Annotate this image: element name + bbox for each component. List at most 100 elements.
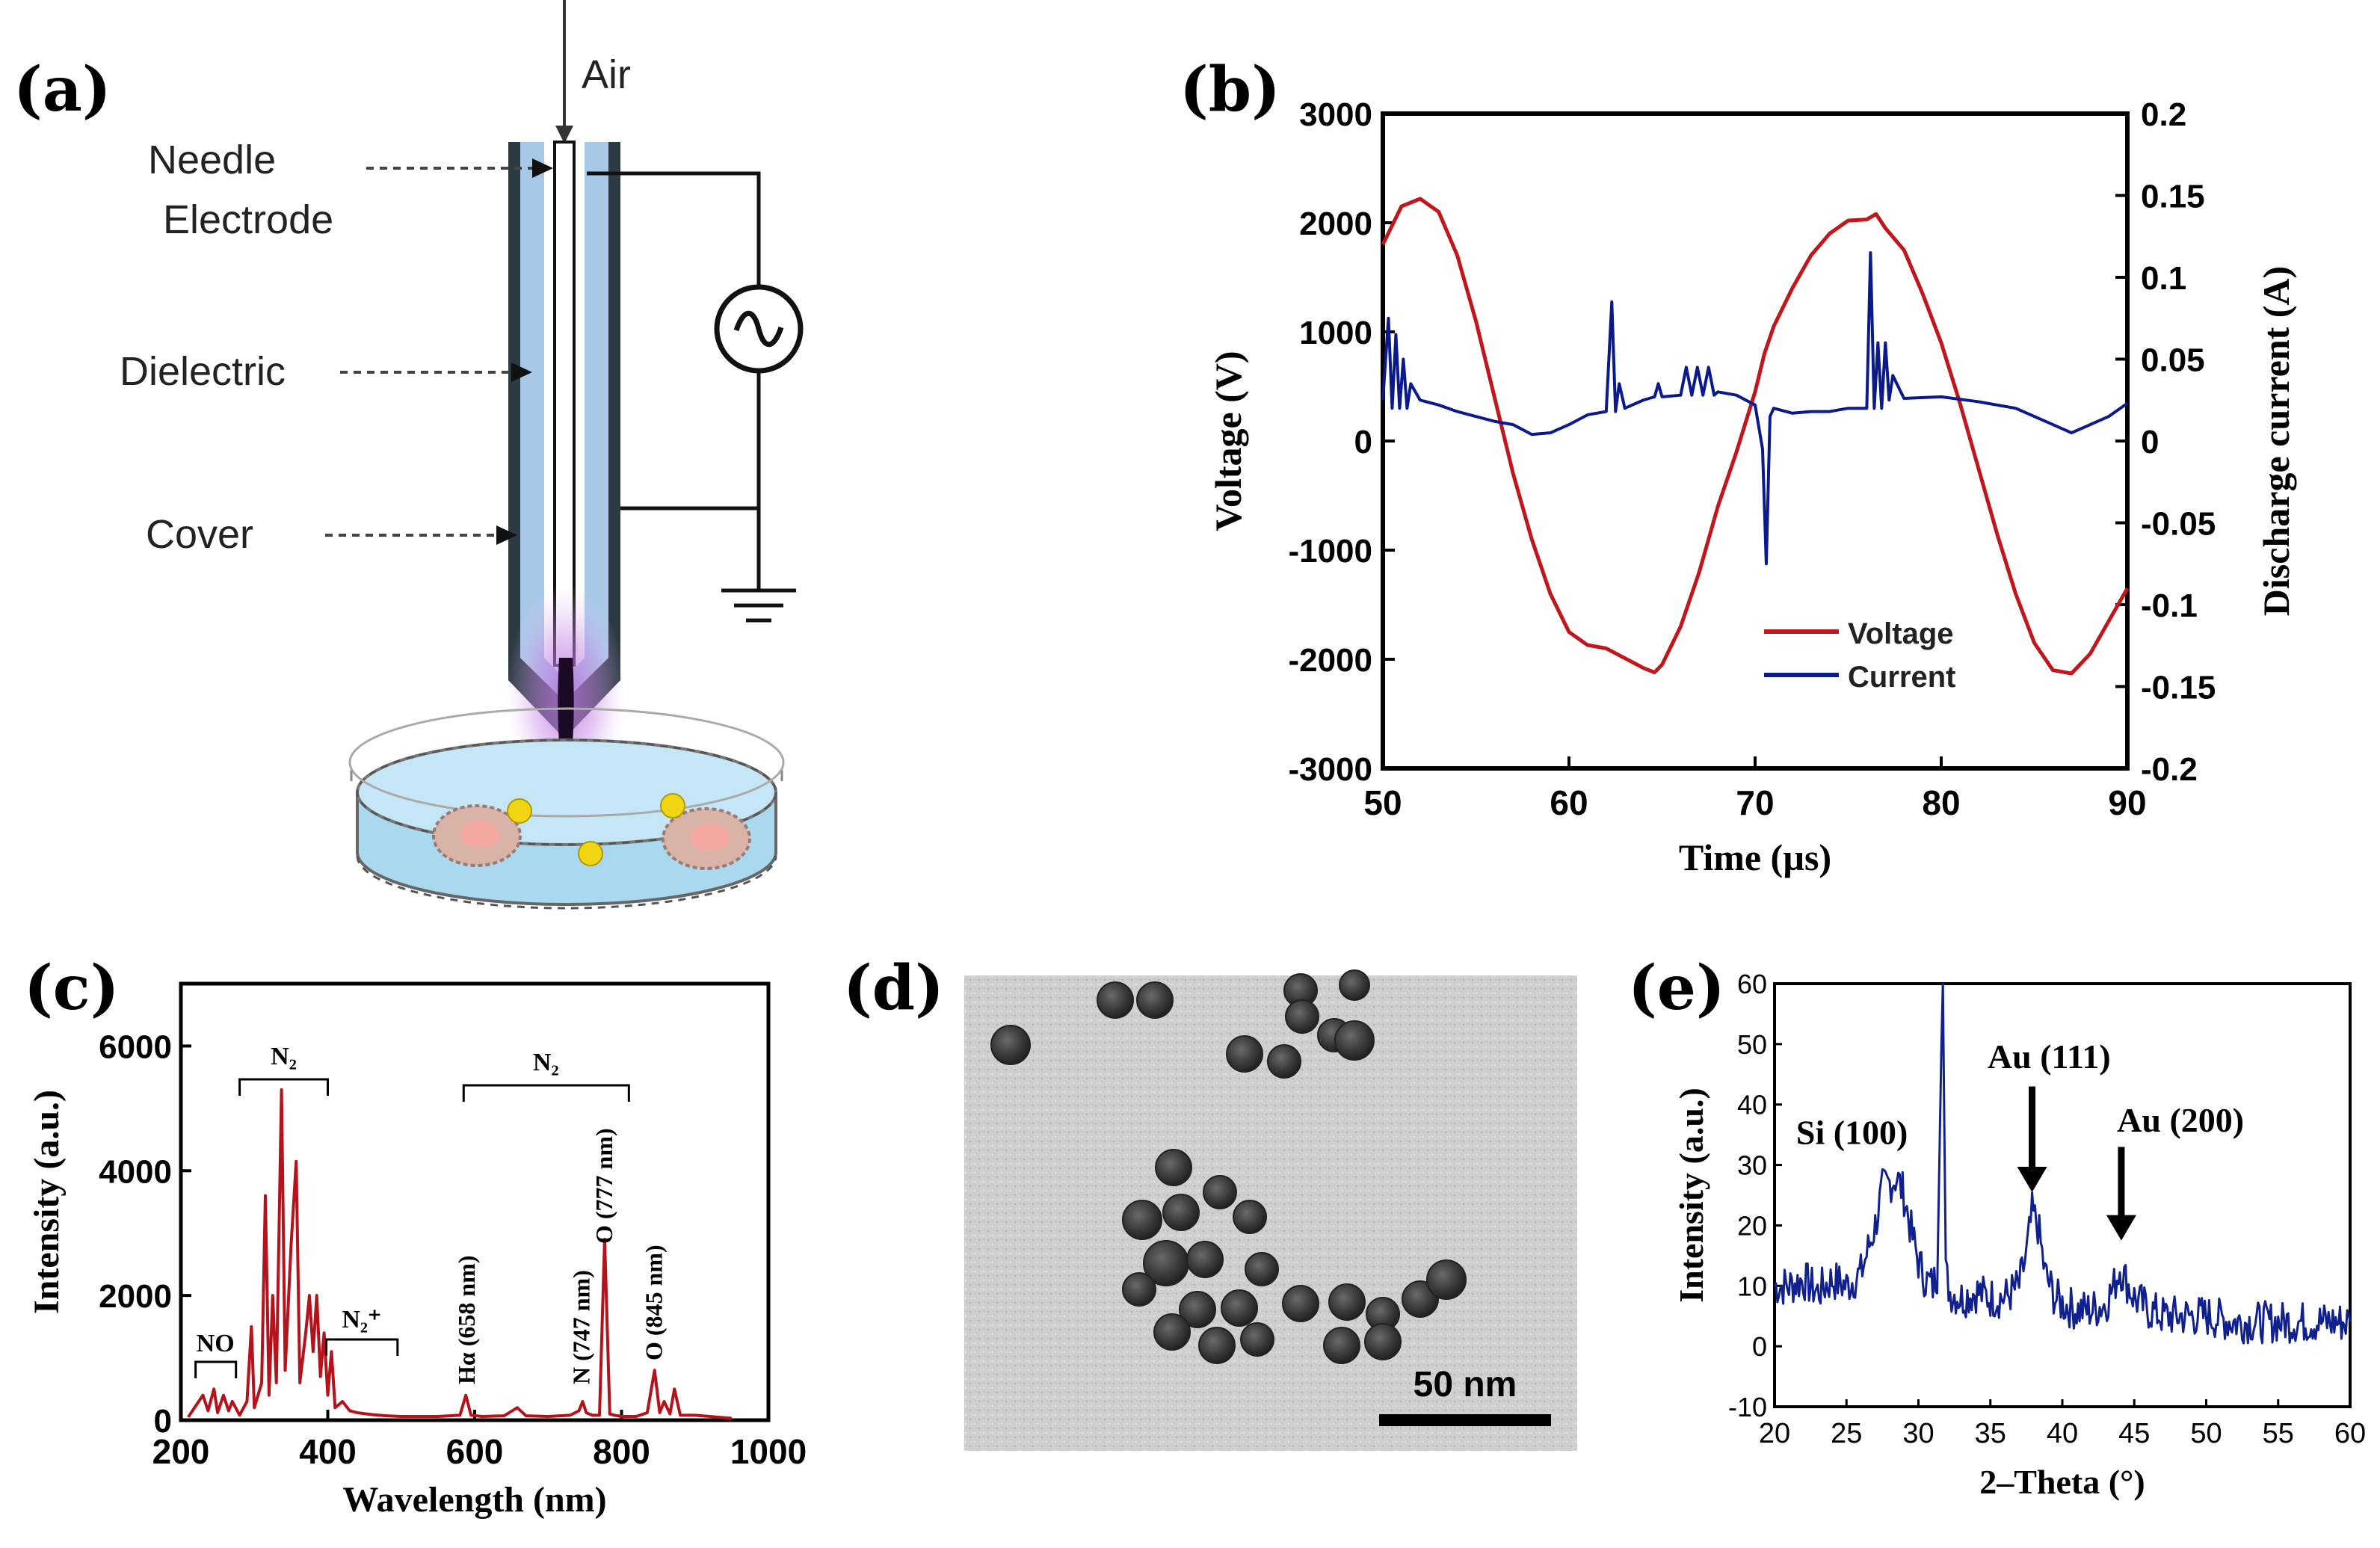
needle-arrow-icon: [532, 158, 553, 178]
panel-d-label: (d): [843, 952, 944, 1024]
air-arrow-icon: [555, 126, 573, 144]
annotation-au-111: Au (111): [1988, 1037, 2111, 1076]
y-tick-label: 10: [1737, 1271, 1767, 1301]
y2-tick-label: 0: [2141, 424, 2159, 460]
plot-frame-b: [1381, 111, 2130, 771]
y-tick-label: 6000: [99, 1029, 172, 1065]
y-tick-label: 4000: [99, 1153, 172, 1190]
cover-arrow-icon: [496, 525, 517, 545]
gold-nanoparticle-icon: [507, 798, 532, 824]
x-axis-label: Time (µs): [1679, 836, 1831, 878]
panel-d-tem-image: (d) 50 nm: [843, 952, 1577, 1451]
y2-tick-label: -0.15: [2141, 670, 2216, 706]
cell-icon: [432, 804, 522, 867]
dielectric-label: Dielectric: [120, 349, 286, 394]
needle-label-line1: Needle: [148, 138, 276, 182]
y2-tick-label: 0.2: [2141, 96, 2186, 133]
y-tick-label: 2000: [1299, 206, 1372, 242]
y-axis-label: Intensity (a.u.): [1672, 1088, 1710, 1303]
gold-nanoparticle: [1122, 1200, 1162, 1240]
x-tick-label: 35: [1975, 1418, 2006, 1449]
gold-nanoparticle: [1203, 1175, 1237, 1209]
legend-label-voltage: Voltage: [1848, 617, 1954, 650]
gold-nanoparticle: [1233, 1200, 1267, 1234]
voltage-series-line: [1381, 197, 2130, 676]
bracket-n2-left: [238, 1078, 329, 1096]
annotation-n2-left: N₂: [271, 1043, 297, 1070]
gold-nanoparticle: [1323, 1327, 1360, 1364]
y2-tick-label: 0.1: [2141, 260, 2186, 297]
x-tick-label: 400: [299, 1432, 357, 1471]
gold-nanoparticle: [1155, 1149, 1192, 1186]
gold-nanoparticle: [1334, 1020, 1375, 1061]
gold-nanoparticle: [1267, 1044, 1301, 1079]
oes-spectrum-line: [187, 1088, 733, 1420]
panel-a-label: (a): [13, 54, 111, 126]
panel-e-chart: (e) 20 25 30 35 40 45 50 55 60 -10 0 10 20 30 40 50 60 2–…: [1628, 952, 2366, 1501]
y2-tick-label: 0.15: [2141, 179, 2205, 215]
x-tick-label: 55: [2263, 1418, 2294, 1449]
y-tick-label: 60: [1737, 969, 1767, 999]
gold-nanoparticle: [1282, 1285, 1319, 1322]
x-tick-label: 50: [1363, 783, 1402, 822]
annotation-si-100: Si (100): [1796, 1113, 1908, 1151]
x-tick-label: 200: [152, 1432, 210, 1471]
petri-dish: [348, 707, 785, 910]
gold-nanoparticle: [1245, 1252, 1279, 1286]
y-tick-label: 0: [1752, 1331, 1767, 1362]
y-axis-label: Voltage (V): [1207, 351, 1249, 531]
gold-nanoparticle-icon: [578, 841, 603, 866]
x-tick-label: 40: [2047, 1418, 2078, 1449]
gold-nanoparticle: [1240, 1322, 1274, 1357]
x-tick-label: 70: [1736, 783, 1774, 822]
gold-nanoparticle: [1136, 981, 1174, 1019]
gold-nanoparticle: [1226, 1035, 1263, 1073]
y2-tick-label: -0.05: [2141, 506, 2216, 543]
annotation-n2-right: N₂: [533, 1049, 559, 1076]
gold-nanoparticle: [1198, 1327, 1236, 1364]
x-tick-label: 45: [2118, 1418, 2150, 1449]
x-axis-label: 2–Theta (°): [1979, 1463, 2145, 1501]
y2-tick-label: -0.2: [2141, 751, 2198, 788]
arrow-au-200-icon: [2106, 1215, 2136, 1241]
annotation-o-777: O (777 nm): [591, 1128, 617, 1244]
y-tick-label: 3000: [1299, 96, 1372, 133]
y2-axis-label: Discharge current (A): [2255, 266, 2297, 616]
gold-nanoparticle: [1186, 1241, 1224, 1278]
y2-tick-label: 0.05: [2141, 342, 2205, 379]
y-tick-label: -1000: [1288, 533, 1372, 570]
annotation-au-200: Au (200): [2117, 1101, 2244, 1139]
panel-b-label: (b): [1180, 54, 1280, 126]
y-tick-label: -2000: [1288, 642, 1372, 679]
gold-nanoparticle: [1426, 1259, 1467, 1300]
xrd-pattern-line: [1773, 982, 2352, 1345]
panel-b-chart: (b) 50 60 70 80 90 3000 2000 1000 0 -1000 -2000 -30…: [1180, 54, 2297, 878]
y-tick-label: 0: [1354, 424, 1372, 460]
gold-nanoparticle: [990, 1025, 1031, 1065]
annotation-o-845: O (845 nm): [641, 1245, 668, 1360]
ground-icon: [721, 588, 796, 623]
x-tick-label: 60: [2334, 1418, 2366, 1449]
bracket-n2-right: [462, 1084, 630, 1102]
gold-nanoparticle: [1153, 1313, 1191, 1351]
y-tick-label: -3000: [1288, 751, 1372, 788]
x-tick-label: 800: [593, 1432, 650, 1471]
gold-nanoparticle: [1221, 1289, 1258, 1327]
dielectric-arrow-icon: [511, 363, 532, 382]
arrow-au-111-icon: [2017, 1166, 2047, 1192]
air-label: Air: [582, 52, 631, 97]
panel-c-label: (c): [24, 952, 120, 1024]
y-tick-label: 50: [1737, 1029, 1767, 1060]
x-tick-label: 90: [2108, 783, 2146, 822]
y-axis-label: Intensity (a.u.): [27, 1090, 67, 1314]
gold-nanoparticle: [1179, 1291, 1216, 1328]
gold-nanoparticle: [1122, 1272, 1156, 1307]
scale-bar-label: 50 nm: [1413, 1365, 1517, 1404]
gold-nanoparticle-icon: [660, 793, 685, 818]
y-tick-label: 2000: [99, 1278, 172, 1315]
panel-c-chart: (c) 200 400 600 800 1000 0 2000 4000 6000 Wavelen…: [24, 952, 807, 1520]
x-tick-label: 30: [1902, 1418, 1934, 1449]
annotation-n2-plus: N₂⁺: [342, 1306, 381, 1333]
annotation-h-alpha: Hα (658 nm): [453, 1255, 480, 1384]
